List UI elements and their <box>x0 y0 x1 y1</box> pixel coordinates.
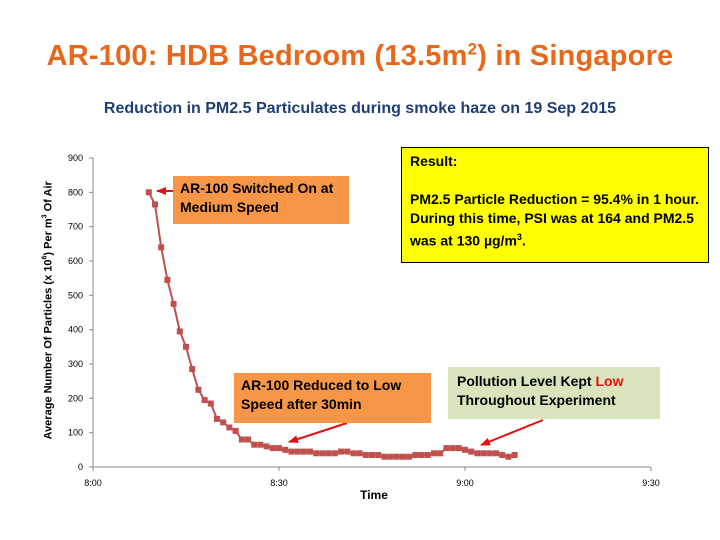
result-box: Result: PM2.5 Particle Reduction = 95.4%… <box>401 147 709 263</box>
data-point <box>344 448 351 455</box>
annotation-reduced: AR-100 Reduced to Low Speed after 30min <box>234 373 431 423</box>
y-axis-title: Average Number Of Particles (x 106) Per … <box>41 181 55 440</box>
data-point <box>307 448 313 455</box>
data-point <box>294 448 301 455</box>
data-point <box>195 386 202 393</box>
data-point <box>170 300 177 307</box>
y-tick-label: 200 <box>68 393 83 403</box>
data-point <box>468 448 475 455</box>
data-point <box>387 453 394 460</box>
data-point <box>443 445 450 452</box>
data-point <box>437 450 444 457</box>
data-point <box>400 453 406 460</box>
data-point <box>499 452 506 458</box>
data-point <box>350 450 357 457</box>
data-point <box>393 453 400 460</box>
chart-axes: 0 100 200 300 400 500 600 700 800 900 8:00 8:30 9:00… <box>68 153 660 488</box>
data-point <box>449 445 456 452</box>
data-point <box>176 328 183 335</box>
data-point <box>486 450 493 457</box>
result-heading: Result: <box>410 153 458 169</box>
data-point <box>214 415 220 422</box>
data-point <box>201 397 208 404</box>
data-point <box>474 450 481 457</box>
chart-series <box>145 189 518 460</box>
data-point <box>207 400 214 407</box>
y-tick-label: 500 <box>68 290 83 300</box>
y-tick-label: 900 <box>68 153 83 163</box>
annotation-arrows <box>156 187 544 446</box>
data-point <box>362 452 369 458</box>
data-point <box>145 189 152 196</box>
data-point <box>276 445 282 452</box>
data-point <box>319 450 326 457</box>
data-point <box>412 452 419 458</box>
annotation-kept-low: Pollution Level Kept Low Throughout Exper… <box>448 367 660 419</box>
x-tick-label: 9:30 <box>642 478 660 488</box>
data-point <box>183 343 189 350</box>
y-tick-label: 300 <box>68 359 83 369</box>
data-point <box>331 450 338 457</box>
data-point <box>313 450 320 457</box>
data-point <box>511 452 518 458</box>
data-point <box>406 453 413 460</box>
data-point <box>220 419 227 426</box>
data-point <box>232 427 239 434</box>
data-point <box>257 441 264 448</box>
data-point <box>424 452 431 458</box>
data-point <box>282 446 289 453</box>
data-point <box>462 446 468 453</box>
y-tick-label: 700 <box>68 222 83 232</box>
y-tick-label: 0 <box>78 462 83 472</box>
y-tick-label: 800 <box>68 187 83 197</box>
data-point <box>480 450 487 457</box>
data-point <box>369 452 375 458</box>
result-text: PM2.5 Particle Reduction = 95.4% in 1 ho… <box>410 191 700 249</box>
data-point <box>493 450 499 457</box>
data-point <box>375 452 382 458</box>
data-point <box>338 448 344 455</box>
y-tick-label: 400 <box>68 325 83 335</box>
chart-title: AR-100: HDB Bedroom (13.5m2) in Singapor… <box>46 39 674 72</box>
data-point <box>505 453 512 460</box>
y-tick-label: 600 <box>68 256 83 266</box>
data-point <box>189 366 196 373</box>
data-point <box>418 452 425 458</box>
data-point <box>300 448 307 455</box>
data-point <box>356 450 363 457</box>
data-point <box>455 445 462 452</box>
data-point <box>263 443 270 450</box>
y-tick-label: 100 <box>68 428 83 438</box>
data-point <box>158 244 165 251</box>
data-point <box>152 201 158 208</box>
arrow-kept-low <box>480 419 544 446</box>
chart-subtitle: Reduction in PM2.5 Particulates during s… <box>103 100 617 117</box>
data-point <box>269 445 276 452</box>
annotation-switched-on: AR-100 Switched On at Medium Speed <box>173 176 349 224</box>
x-tick-label: 9:00 <box>456 478 474 488</box>
arrow-reduced <box>288 422 348 443</box>
data-point <box>251 441 258 448</box>
data-point <box>164 276 171 283</box>
data-point <box>245 436 251 443</box>
data-point <box>288 448 295 455</box>
x-tick-label: 8:00 <box>84 478 102 488</box>
data-point <box>226 424 233 431</box>
x-tick-label: 8:30 <box>270 478 288 488</box>
data-point <box>431 450 437 457</box>
data-point <box>381 453 388 460</box>
data-point <box>325 450 332 457</box>
data-point <box>238 436 245 443</box>
x-axis-title: Time <box>360 488 388 502</box>
